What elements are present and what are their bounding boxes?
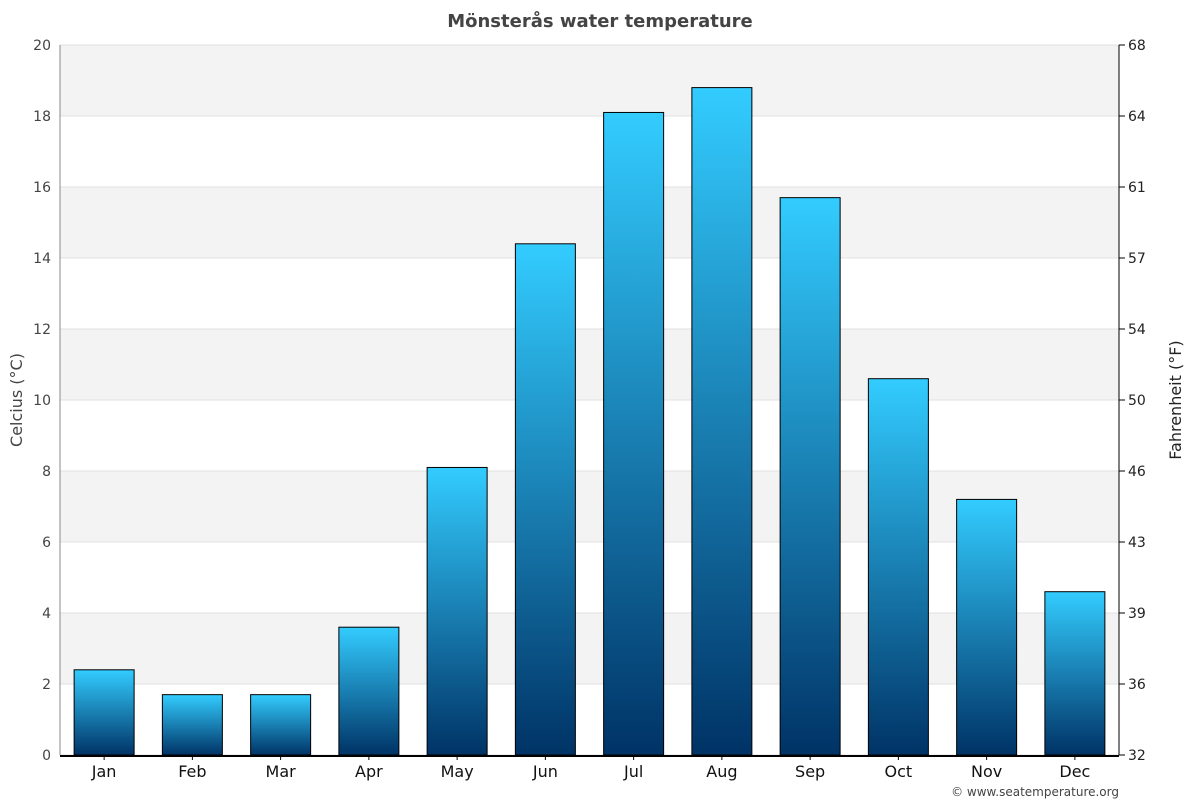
bar-jul — [603, 111, 665, 756]
bar-oct — [867, 378, 929, 756]
y-right-tick-label: 57 — [1128, 251, 1146, 267]
chart-title: Mönsterås water temperature — [447, 10, 753, 32]
y-tick-label: 12 — [33, 322, 51, 338]
x-tick-label: Apr — [355, 762, 383, 781]
grid-band — [60, 45, 1119, 116]
y-right-tick-label: 46 — [1128, 464, 1146, 480]
y-tick-label: 14 — [33, 251, 51, 267]
bar-aug — [691, 87, 753, 756]
x-tick-label: Dec — [1059, 762, 1090, 781]
bar-jan — [73, 669, 135, 756]
y-right-tick-label: 54 — [1128, 322, 1146, 338]
bar-sep — [779, 197, 841, 756]
bar-mar — [250, 694, 312, 756]
bar-nov — [956, 498, 1018, 756]
y-right-tick-label: 39 — [1128, 606, 1146, 622]
bar-jun — [514, 243, 576, 756]
y-right-tick-label: 50 — [1128, 393, 1146, 409]
grid-band — [60, 187, 1119, 258]
y-right-tick-label: 36 — [1128, 677, 1146, 693]
grid-band — [60, 471, 1119, 542]
y-tick-label: 10 — [33, 393, 51, 409]
y-tick-label: 18 — [33, 109, 51, 125]
y-right-tick-label: 43 — [1128, 535, 1146, 551]
x-tick-label: Oct — [885, 762, 913, 781]
bar-feb — [161, 694, 223, 756]
y-right-tick-label: 61 — [1128, 180, 1146, 196]
bar-may — [426, 466, 488, 756]
grid-band — [60, 329, 1119, 400]
y-tick-label: 8 — [42, 464, 51, 480]
footer-credit: © www.seatemperature.org — [951, 785, 1119, 799]
x-tick-label: Mar — [266, 762, 297, 781]
x-tick-label: Nov — [971, 762, 1002, 781]
y-tick-label: 4 — [42, 606, 51, 622]
y-axis-label: Celcius (°C) — [7, 353, 26, 447]
y-right-tick-label: 32 — [1128, 748, 1146, 764]
y-axis-right-label: Fahrenheit (°F) — [1166, 340, 1185, 459]
bar-dec — [1044, 591, 1106, 756]
grid-band — [60, 613, 1119, 684]
x-tick-label: Feb — [178, 762, 206, 781]
y-tick-label: 6 — [42, 535, 51, 551]
y-right-tick-label: 68 — [1128, 38, 1146, 54]
x-tick-label: Aug — [706, 762, 737, 781]
x-tick-label: Jun — [532, 762, 558, 781]
x-tick-label: Jul — [623, 762, 643, 781]
y-tick-label: 20 — [33, 38, 51, 54]
bar-apr — [338, 626, 400, 756]
y-tick-label: 2 — [42, 677, 51, 693]
y-tick-label: 16 — [33, 180, 51, 196]
x-tick-label: May — [441, 762, 474, 781]
x-tick-label: Jan — [91, 762, 117, 781]
y-tick-label: 0 — [42, 748, 51, 764]
x-tick-label: Sep — [795, 762, 825, 781]
y-right-tick-label: 64 — [1128, 109, 1146, 125]
